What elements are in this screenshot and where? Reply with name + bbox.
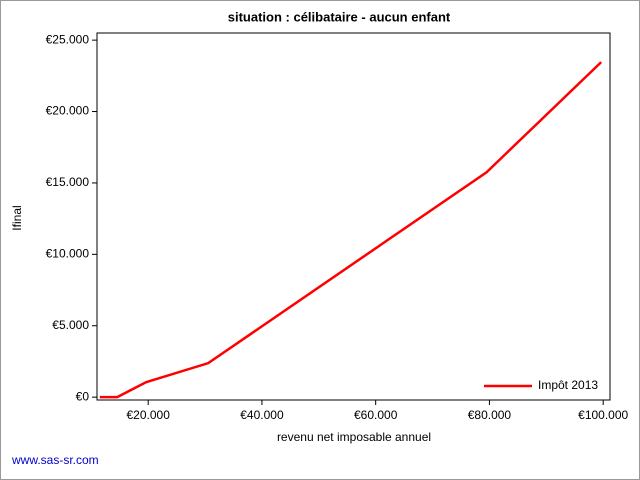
y-tick-label: €0: [76, 389, 90, 403]
y-tick-label: €25.000: [46, 32, 90, 46]
x-tick-label: €40.000: [240, 408, 284, 422]
x-tick-label: €60.000: [354, 408, 398, 422]
line: [99, 61, 603, 399]
x-axis-label: revenu net imposable annuel: [277, 430, 431, 444]
y-tick-label: €20.000: [46, 104, 90, 118]
legend-label: Impôt 2013: [538, 378, 598, 392]
y-axis-label: Ifinal: [10, 205, 24, 230]
plot-frame: [96, 32, 611, 401]
footer-link[interactable]: www.sas-sr.com: [11, 453, 99, 467]
x-tick-label: €80.000: [468, 408, 512, 422]
x-tick-label: €20.000: [126, 408, 170, 422]
y-tick-label: €5.000: [52, 318, 89, 332]
y-tick-label: €15.000: [46, 175, 90, 189]
chart-title: situation : célibataire - aucun enfant: [228, 9, 451, 24]
x-tick-label: €100.000: [578, 408, 628, 422]
y-tick-label: €10.000: [46, 247, 90, 261]
